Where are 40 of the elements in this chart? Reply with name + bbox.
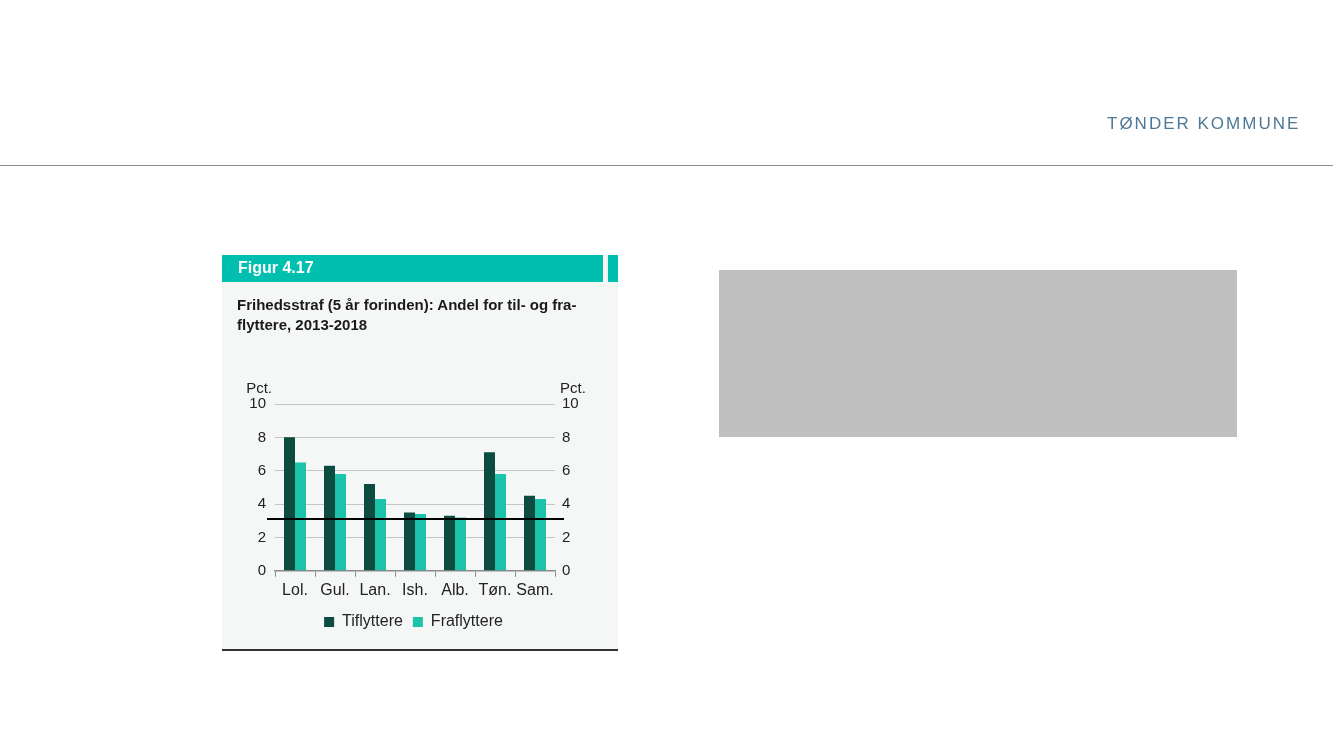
bar <box>495 474 506 571</box>
x-tick-label: Lol. <box>282 580 308 598</box>
y2-axis-title: Pct. <box>560 379 586 397</box>
bar <box>404 512 415 571</box>
text: TØNDER KOMMUNE <box>1107 114 1301 134</box>
bar <box>284 437 295 571</box>
x-tick-label: Alb. <box>441 580 469 598</box>
y2-tick-label: 4 <box>562 494 571 512</box>
y-tick-label: 6 <box>257 460 266 478</box>
y2-tick-label: 8 <box>562 427 571 445</box>
y-tick-label: 2 <box>257 527 266 545</box>
x-tick-label: Gul. <box>320 580 350 598</box>
y-tick-label: 10 <box>249 394 266 412</box>
y2-tick-label: 6 <box>562 460 571 478</box>
legend-label: Tiflyttere <box>342 612 403 630</box>
chart-title: Frihedsstraf (5 år forinden): Andel for til- og fra-flyttere, 2013-2018 <box>237 295 578 335</box>
y2-tick-label: 10 <box>562 394 579 412</box>
y2-tick-label: 0 <box>562 560 571 578</box>
bar <box>324 465 335 571</box>
x-tick-label: Ish. <box>402 580 428 598</box>
bar <box>455 517 466 571</box>
y-tick-label: 4 <box>257 494 266 512</box>
bar <box>335 474 346 571</box>
bar <box>535 499 546 571</box>
y-tick-label: 0 <box>257 560 266 578</box>
y-axis-title: Pct. <box>246 379 272 397</box>
bar <box>524 495 535 571</box>
legend-label: Fraflyttere <box>430 612 503 630</box>
bar <box>415 514 426 571</box>
text: Figur 4.17 <box>238 258 314 278</box>
bar <box>444 515 455 571</box>
bar <box>364 484 375 571</box>
bar <box>295 462 306 571</box>
bar <box>484 452 495 571</box>
y-tick-label: 8 <box>257 427 266 445</box>
y2-tick-label: 2 <box>562 527 571 545</box>
bar <box>375 499 386 571</box>
x-tick-label: Tøn. <box>478 580 512 598</box>
x-tick-label: Sam. <box>516 580 554 598</box>
x-tick-label: Lan. <box>359 580 391 598</box>
